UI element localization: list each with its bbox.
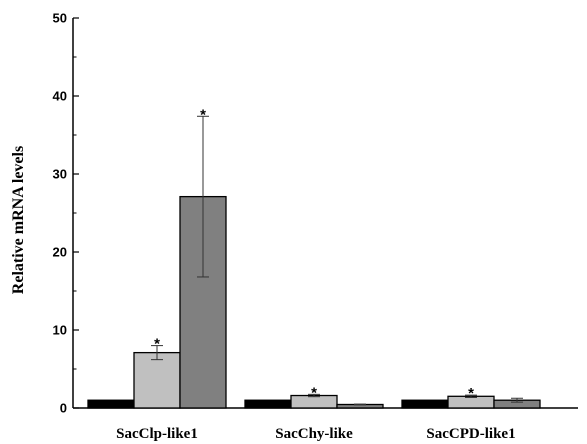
significance-marker: * bbox=[200, 106, 206, 123]
y-tick-label: 10 bbox=[53, 323, 67, 338]
x-category-label: SacCPD-like1 bbox=[426, 426, 515, 442]
significance-marker: * bbox=[311, 384, 317, 401]
y-tick-label: 30 bbox=[53, 167, 67, 182]
bar bbox=[244, 399, 292, 409]
bar bbox=[179, 195, 227, 409]
y-tick-label: 0 bbox=[60, 401, 67, 416]
bar bbox=[87, 399, 135, 409]
y-tick-label: 50 bbox=[53, 11, 67, 26]
significance-marker: * bbox=[154, 336, 160, 353]
x-category-label: SacClp-like1 bbox=[116, 426, 198, 442]
y-axis-label: Relative mRNA levels bbox=[10, 146, 27, 294]
bar bbox=[133, 351, 181, 409]
x-category-label: SacChy-like bbox=[275, 426, 353, 442]
significance-marker: * bbox=[468, 385, 474, 402]
plot-area: 0 10 20 30 40 50 * * SacClp-like1 * SacChy-like * Sa… bbox=[53, 11, 578, 442]
y-tick-label: 40 bbox=[53, 89, 67, 104]
bar bbox=[401, 399, 449, 409]
y-tick-label: 20 bbox=[53, 245, 67, 260]
